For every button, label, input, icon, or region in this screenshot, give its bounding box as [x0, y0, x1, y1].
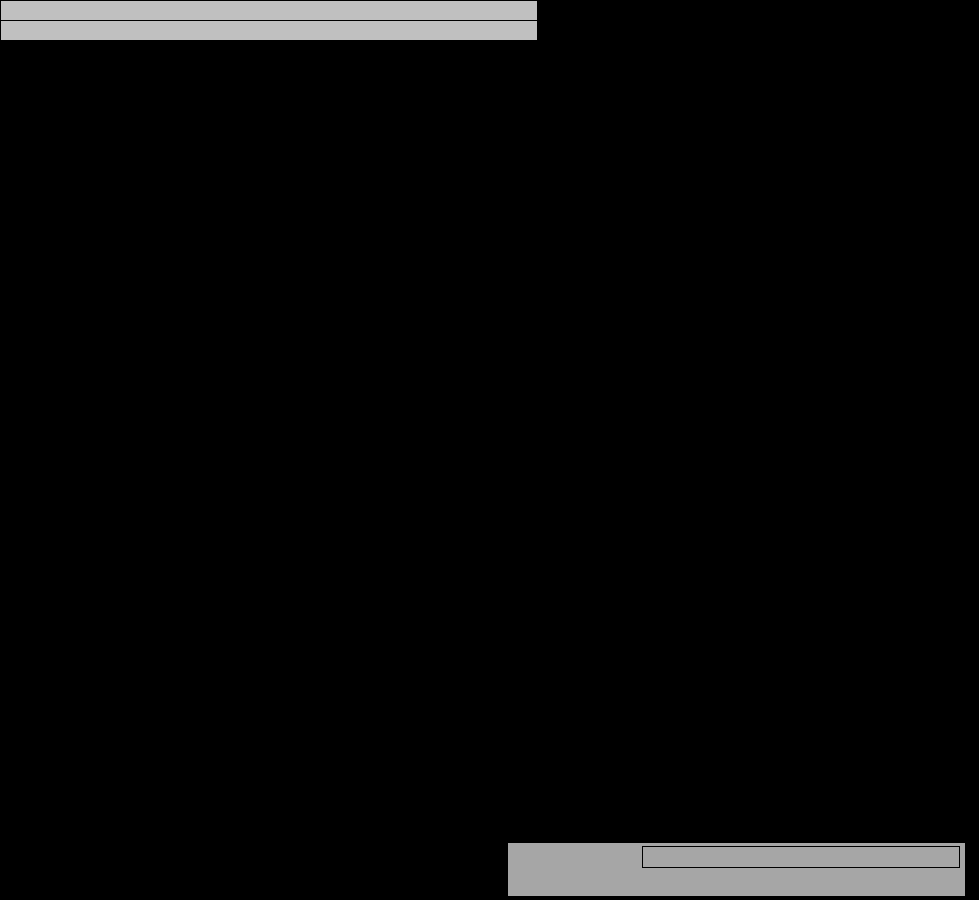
- colorbar-ticks: [642, 868, 962, 894]
- product-title-secondary: [0, 20, 538, 41]
- colorbar-legend-panel: [508, 843, 965, 896]
- colorbar-swatches[interactable]: [642, 846, 960, 868]
- product-title-primary: [0, 0, 538, 21]
